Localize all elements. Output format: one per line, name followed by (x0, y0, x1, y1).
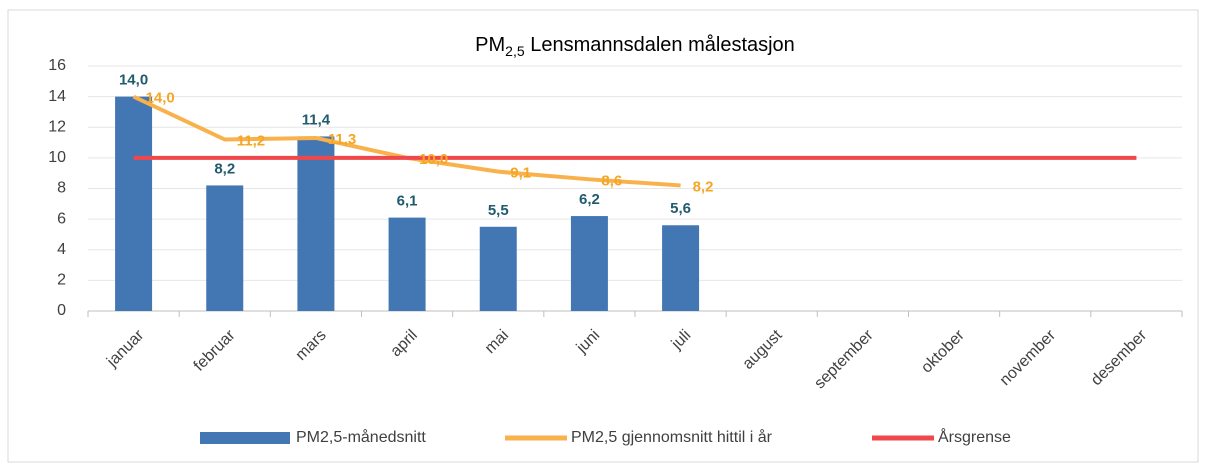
bar (570, 216, 608, 311)
value-label: 11,3 (328, 131, 356, 148)
y-tick-label: 0 (57, 302, 66, 319)
value-label: 14,0 (146, 90, 175, 107)
y-tick-label: 6 (57, 210, 66, 227)
bar (479, 226, 517, 311)
bar (388, 217, 426, 311)
value-label: 14,0 (119, 72, 148, 89)
value-label: 8,2 (693, 178, 714, 195)
value-label: 5,6 (670, 200, 691, 217)
value-label: 8,6 (601, 172, 622, 189)
value-label: 10,0 (419, 151, 448, 168)
title-part: PM (475, 34, 505, 56)
legend-label: PM2,5 gjennomsnitt hittil i år (571, 428, 773, 446)
chart-title: PM2,5 Lensmannsdalen målestasjon (475, 34, 795, 58)
y-tick-label: 10 (48, 149, 66, 166)
bar (297, 136, 335, 311)
title-part: Lensmannsdalen målestasjon (525, 34, 795, 56)
bar (662, 225, 700, 311)
y-tick-label: 14 (48, 88, 66, 105)
bar (206, 185, 244, 311)
y-tick-label: 12 (48, 118, 66, 135)
value-label: 11,4 (302, 111, 331, 128)
title-subscript: 2,5 (505, 43, 525, 59)
value-label: 6,1 (397, 193, 418, 210)
value-label: 6,2 (579, 191, 600, 208)
y-tick-label: 16 (48, 57, 66, 74)
value-label: 11,2 (237, 132, 265, 149)
value-label: 8,2 (214, 160, 235, 177)
value-label: 9,1 (510, 165, 531, 182)
y-tick-label: 8 (57, 180, 66, 197)
legend-swatch (200, 432, 290, 444)
y-tick-label: 2 (57, 272, 66, 289)
legend-label: Årsgrense (938, 427, 1011, 446)
bar (115, 96, 153, 311)
value-label: 5,5 (488, 202, 509, 219)
y-tick-label: 4 (57, 241, 66, 258)
legend-label: PM2,5-månedsnitt (296, 428, 426, 446)
